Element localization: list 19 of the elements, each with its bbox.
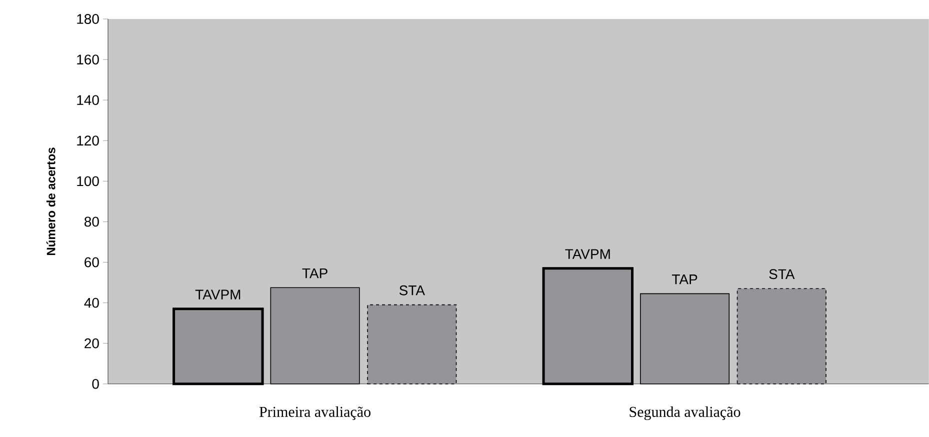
series-label: TAP <box>302 268 328 278</box>
text: TAP <box>672 274 698 284</box>
y-tick-label: 40 <box>84 298 99 308</box>
y-tick-label: 60 <box>84 257 99 268</box>
text: STA <box>769 269 795 280</box>
x-tick-label: Primeira avaliação <box>259 406 370 420</box>
y-tick-label: 0 <box>92 378 99 389</box>
series-label: TAVPM <box>565 249 610 259</box>
y-tick-label: 100 <box>77 176 99 186</box>
x-tick-label: Segunda avaliação <box>630 406 740 420</box>
y-tick-label: 180 <box>77 14 99 24</box>
text: TAVPM <box>195 290 240 300</box>
series-label: STA <box>399 285 425 296</box>
y-tick-label: 20 <box>84 338 99 348</box>
y-tick-label: 140 <box>77 95 99 106</box>
y-tick-label: 80 <box>84 216 99 227</box>
y-tick-label: 160 <box>77 54 99 65</box>
y-tick-label: 120 <box>77 136 99 146</box>
y-axis-title: Número de acertos <box>46 148 56 256</box>
